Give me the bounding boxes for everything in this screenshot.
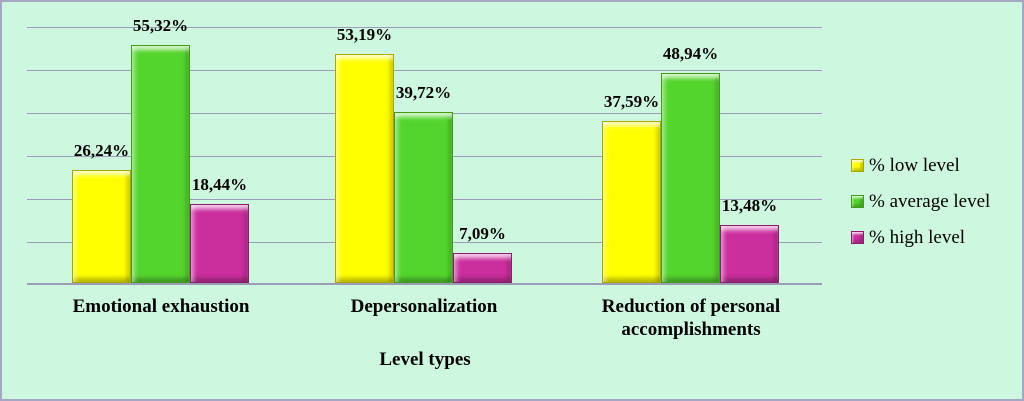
category-label-depersonalization: Depersonalization	[350, 296, 498, 317]
bar-series0-category2	[602, 121, 661, 283]
value-label: 37,59%	[603, 92, 660, 111]
legend-swatch-icon	[851, 159, 864, 172]
legend-swatch-icon	[851, 231, 864, 244]
legend-item: % high level	[851, 226, 990, 249]
legend-label: % high level	[869, 226, 966, 248]
bar-series0-category0	[72, 170, 131, 283]
gridline	[27, 27, 822, 28]
value-label: 48,94%	[662, 44, 719, 63]
bar-series1-category0	[131, 45, 190, 283]
legend: % low level % average level % high level	[851, 154, 990, 262]
value-label: 7,09%	[459, 224, 506, 243]
legend-item: % average level	[851, 190, 990, 213]
bar-series2-category1	[453, 253, 512, 283]
bar-series1-category1	[394, 112, 453, 283]
value-label: 39,72%	[395, 83, 452, 102]
plot-area: 26,24% 55,32% 18,44% 53,19% 39,72% 7,09% 37,59…	[27, 16, 822, 285]
value-label: 26,24%	[73, 141, 130, 160]
value-label: 53,19%	[336, 25, 393, 44]
value-label: 18,44%	[191, 175, 248, 194]
bar-series2-category2	[720, 225, 779, 283]
legend-swatch-icon	[851, 195, 864, 208]
value-label: 13,48%	[721, 196, 778, 215]
bar-series1-category2	[661, 73, 720, 283]
x-axis-title: Level types	[379, 349, 471, 370]
category-label-emotional-exhaustion: Emotional exhaustion	[72, 296, 250, 317]
category-label-reduction-of-personal-accomplishments: Reduction of personal accomplishments	[601, 296, 781, 341]
bar-series2-category0	[190, 204, 249, 283]
legend-label: % low level	[869, 154, 960, 176]
legend-item: % low level	[851, 154, 990, 177]
bar-series0-category1	[335, 54, 394, 283]
legend-label: % average level	[869, 190, 991, 212]
value-label: 55,32%	[132, 16, 189, 35]
gridline	[27, 70, 822, 71]
